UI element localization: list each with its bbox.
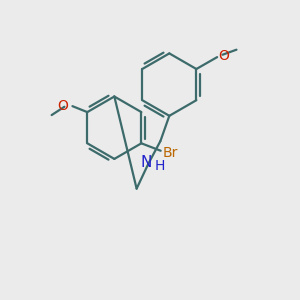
Text: Br: Br <box>162 146 178 160</box>
Text: O: O <box>218 49 229 63</box>
Text: O: O <box>57 99 68 112</box>
Text: H: H <box>154 159 165 173</box>
Text: N: N <box>140 155 152 170</box>
